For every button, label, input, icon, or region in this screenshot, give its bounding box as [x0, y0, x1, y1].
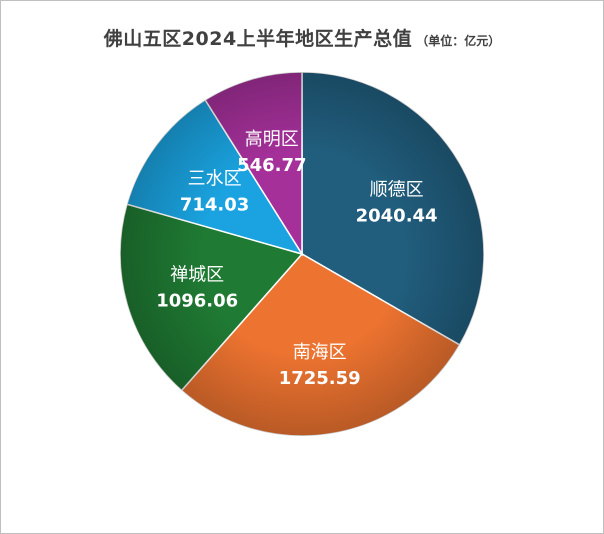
slice-label-value: 2040.44 [356, 205, 438, 226]
slice-label-name: 高明区 [245, 129, 299, 150]
slice-label-name: 三水区 [188, 169, 242, 190]
slice-label-value: 1096.06 [156, 291, 238, 312]
chart-unit-text: （单位：亿元） [416, 34, 501, 48]
slice-label-value: 546.77 [237, 155, 306, 176]
slice-label-name: 禅城区 [170, 265, 224, 286]
chart-title: 佛山五区2024上半年地区生产总值 （单位：亿元） [0, 24, 604, 51]
slice-label-value: 714.03 [180, 195, 249, 216]
slice-label-name: 顺德区 [370, 179, 424, 200]
chart-title-text: 佛山五区2024上半年地区生产总值 [103, 28, 413, 50]
slice-label-value: 1725.59 [279, 368, 361, 389]
slice-label-name: 南海区 [293, 342, 347, 363]
